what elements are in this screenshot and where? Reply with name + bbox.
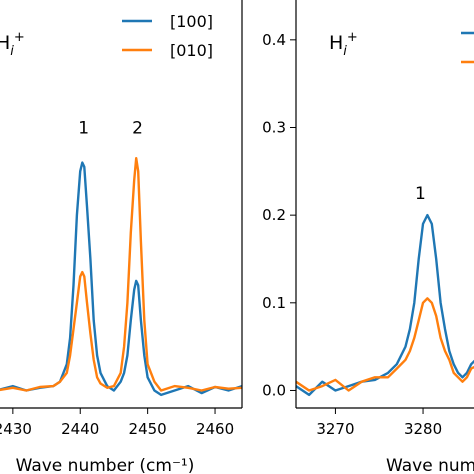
right-y-tick-label: 0.0 (262, 381, 286, 399)
left-peak-annotation: 2 (132, 118, 143, 138)
left-x-tick-label: 2450 (129, 420, 167, 438)
left-x-ticks: 2430 2440 2450 2460 (0, 408, 234, 438)
right-x-ticks: 3270 3280 (316, 408, 442, 438)
left-panel-label: Hi+ (0, 30, 25, 59)
right-y-tick-label: 0.3 (262, 118, 286, 136)
left-legend: [100] [010] (122, 12, 213, 60)
legend-label-2: [010] (170, 41, 213, 60)
right-x-tick-label: 3270 (316, 420, 354, 438)
panel-right-spectrum: 3270 3280 0.0 0.1 0.2 0.3 0.4 1 Hi+ Wave numb… (262, 0, 474, 474)
left-x-tick-label: 2430 (0, 420, 32, 438)
right-peak-annotation: 1 (415, 184, 426, 204)
left-series-line-2 (0, 156, 243, 392)
right-y-tick-label: 0.2 (262, 206, 286, 224)
left-series-line-1 (0, 161, 243, 397)
left-series-group (0, 156, 243, 397)
right-x-axis-label: Wave number (386, 456, 474, 474)
right-series-line-1 (295, 213, 474, 397)
right-series-group (295, 213, 474, 397)
left-x-tick-label: 2460 (196, 420, 234, 438)
right-y-tick-label: 0.1 (262, 294, 286, 312)
left-x-tick-label: 2440 (61, 420, 99, 438)
left-x-axis-label: Wave number (cm⁻¹) (16, 456, 195, 474)
right-annotations: 1 (415, 184, 426, 204)
panel-left-spectrum: 2430244024502460 12 Hi+ [100][010] Wave … (0, 0, 243, 474)
right-x-tick-label: 3280 (404, 420, 442, 438)
right-panel-label: Hi+ (329, 30, 358, 59)
right-y-ticks: 0.0 0.1 0.2 0.3 0.4 (262, 31, 296, 399)
right-y-tick-label: 0.4 (262, 31, 286, 49)
right-series-line-2 (295, 297, 474, 392)
left-peak-annotation: 1 (78, 118, 89, 138)
legend-label-1: [100] (170, 12, 213, 31)
